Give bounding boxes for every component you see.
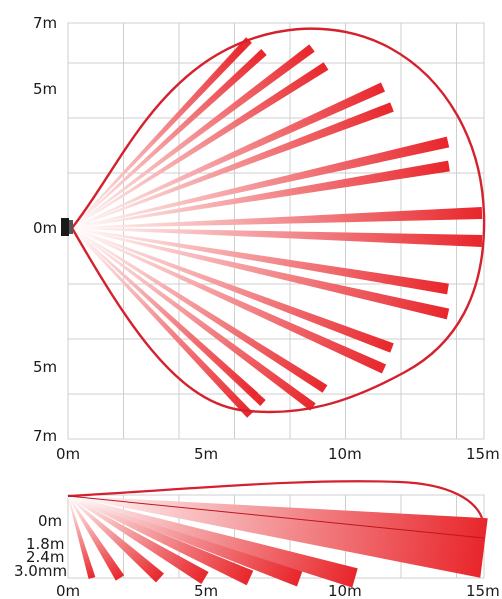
top-y-label-7m-bottom: 7m — [33, 427, 57, 445]
top-beam-4 — [71, 227, 449, 295]
top-x-label-5m: 5m — [194, 445, 218, 463]
side-y-label-1.8m: 1.8m — [26, 535, 64, 553]
top-view-diagram: 7m 5m 0m 5m 7m 0m 5m 10m 15m — [33, 14, 500, 463]
top-beam-19 — [71, 227, 259, 398]
side-y-label-0m: 0m — [38, 512, 62, 530]
top-beam-13 — [71, 227, 316, 411]
side-beam-3 — [67, 495, 209, 585]
side-reference-line — [67, 495, 485, 539]
top-beam-8 — [71, 227, 394, 353]
side-x-label-0m: 0m — [56, 582, 80, 599]
top-beam-12 — [71, 227, 328, 393]
sensor-lens-icon — [69, 220, 73, 234]
top-y-label-0m: 0m — [33, 219, 57, 237]
top-y-label-5m-top: 5m — [33, 80, 57, 98]
side-beam-6 — [67, 495, 358, 588]
top-beam-10 — [71, 44, 315, 229]
side-beam-7 — [67, 495, 96, 579]
side-view-diagram: 0m 1.8m 2.4m 3.0mm 0m 5m 10m 15m — [14, 480, 500, 599]
top-beam-15 — [71, 49, 267, 229]
top-beam-17 — [71, 227, 253, 418]
side-view-coverage-outline — [67, 480, 484, 519]
top-y-label-5m-bottom: 5m — [33, 358, 57, 376]
side-beam-0 — [67, 495, 488, 578]
top-y-label-7m-top: 7m — [33, 14, 57, 32]
top-view-coverage-outline — [70, 27, 486, 414]
side-x-label-15m: 15m — [466, 582, 500, 599]
top-beam-3 — [71, 160, 450, 229]
side-x-label-5m: 5m — [194, 582, 218, 599]
side-beam-2 — [67, 495, 164, 583]
top-beam-5 — [71, 227, 450, 320]
top-x-label-10m: 10m — [328, 445, 362, 463]
side-y-label-3.0mm: 3.0mm — [14, 562, 67, 580]
top-beam-6 — [71, 82, 386, 229]
top-x-label-15m: 15m — [466, 445, 500, 463]
top-beam-2 — [71, 136, 450, 229]
side-beam-4 — [67, 495, 254, 586]
side-y-label-2.4m: 2.4m — [26, 548, 64, 566]
top-beam-11 — [71, 62, 329, 229]
top-beam-0 — [71, 207, 483, 229]
top-beam-9 — [71, 227, 387, 374]
side-x-label-10m: 10m — [328, 582, 362, 599]
side-view-beams — [67, 495, 488, 588]
side-beam-5 — [67, 495, 303, 587]
top-x-label-0m: 0m — [56, 445, 80, 463]
top-beam-1 — [71, 227, 483, 247]
top-beam-18 — [71, 44, 246, 229]
sensor-body-icon — [61, 218, 69, 236]
side-beam-1 — [67, 495, 125, 581]
top-beam-7 — [71, 102, 394, 229]
top-view-grid — [68, 23, 484, 439]
top-view-beams — [71, 37, 483, 418]
